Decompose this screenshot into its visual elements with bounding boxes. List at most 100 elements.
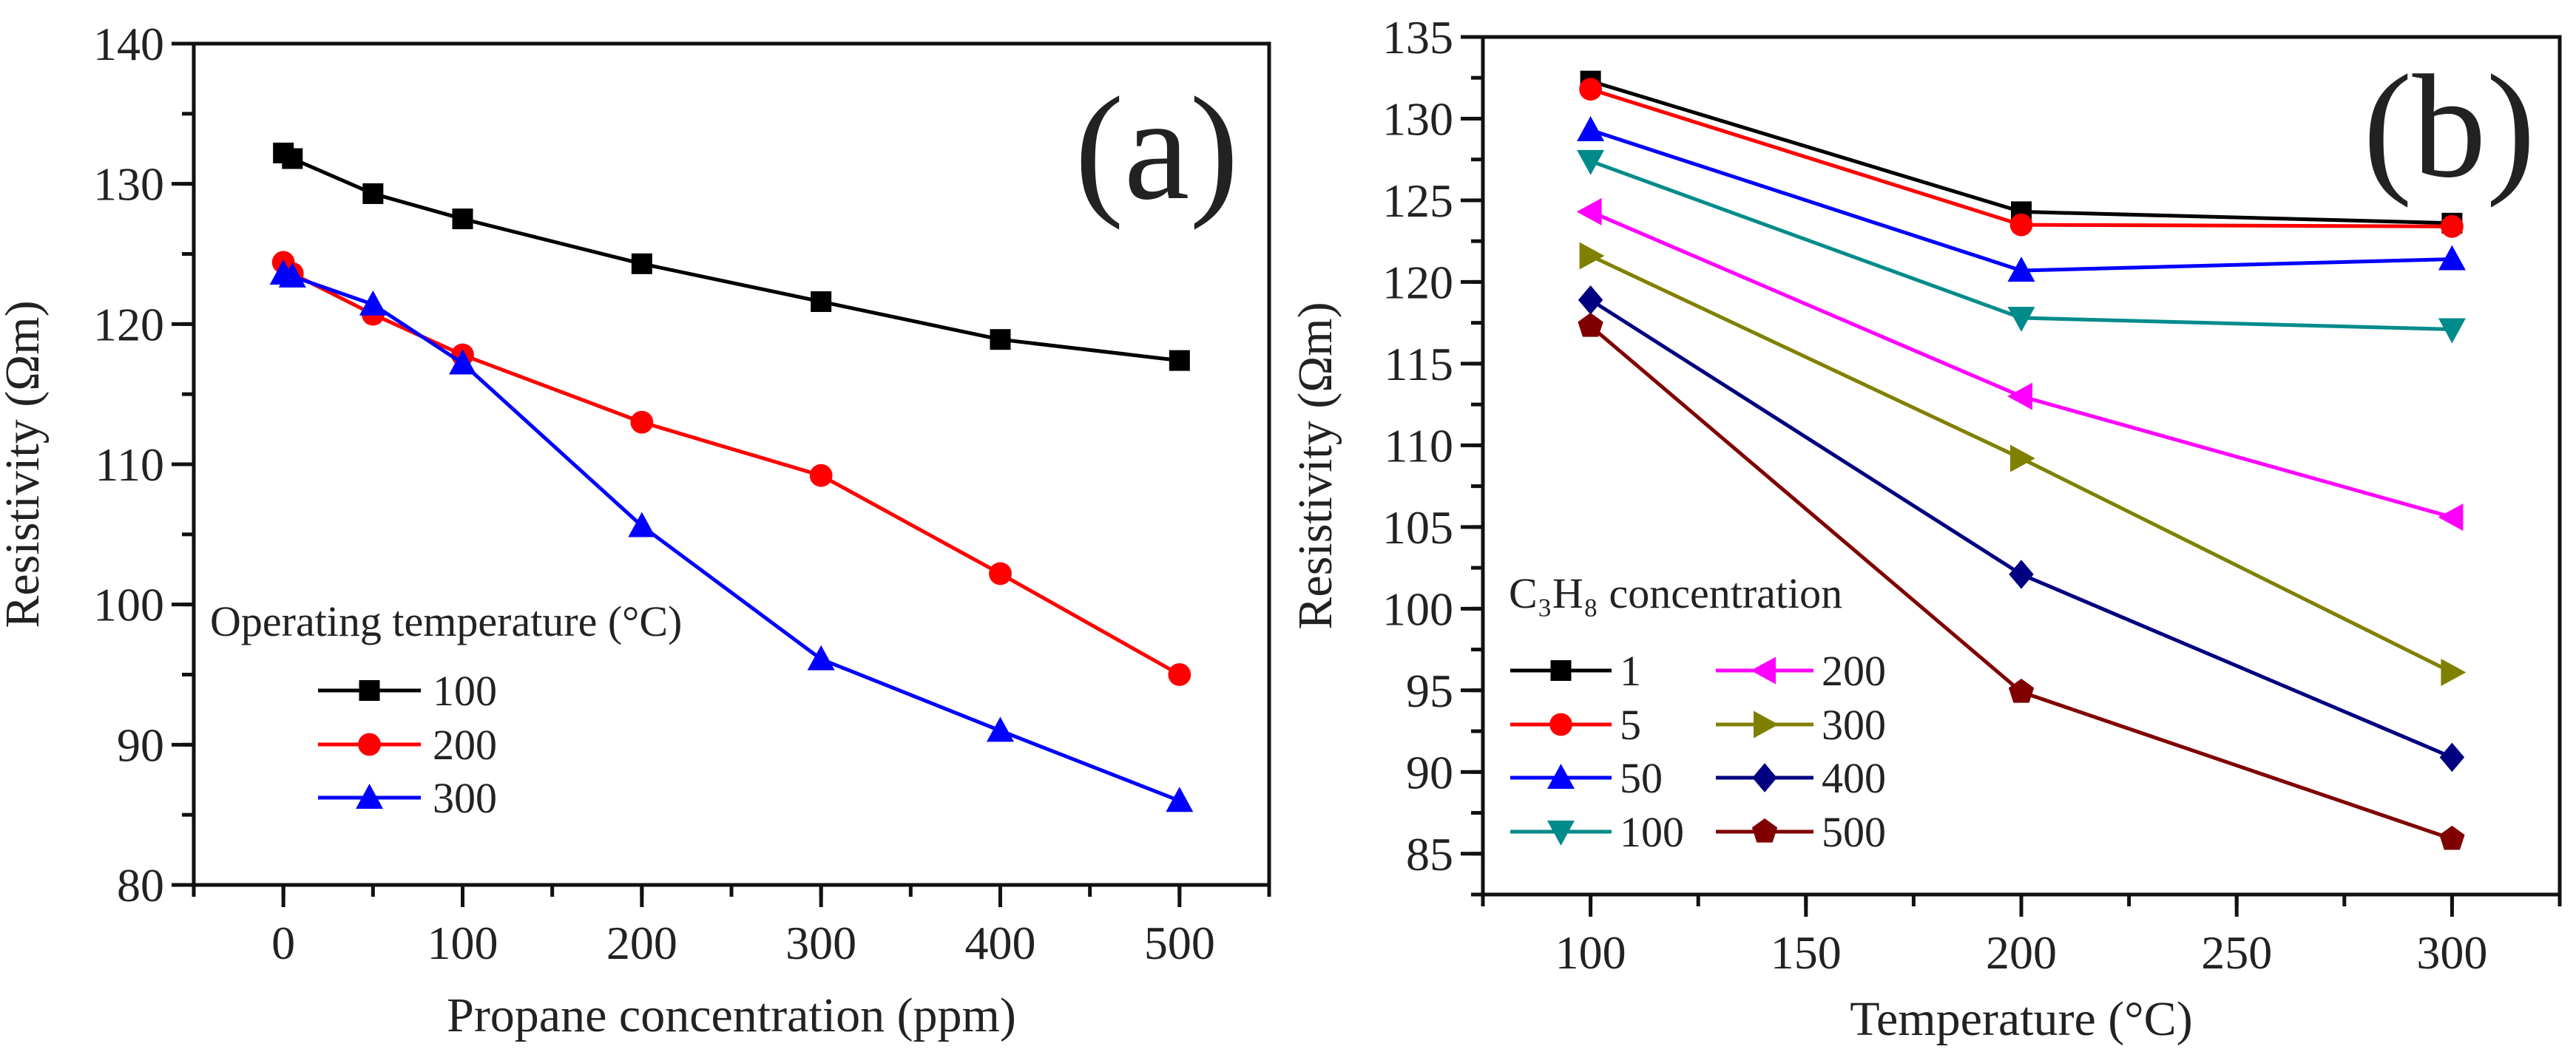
data-point: [1578, 313, 1603, 337]
legend-marker: [1754, 710, 1779, 739]
data-point: [2441, 659, 2467, 686]
x-tick-label: 400: [965, 917, 1036, 969]
x-tick-label: 100: [1555, 926, 1626, 979]
x-tick-label: 200: [606, 917, 677, 969]
legend-marker: [1751, 656, 1776, 685]
data-point: [2439, 742, 2465, 773]
legend-label: 5: [1620, 701, 1641, 749]
data-point: [1166, 787, 1194, 812]
legend-item: 200: [318, 721, 497, 769]
data-point: [809, 464, 833, 487]
legend-item: 100: [318, 667, 497, 715]
series-5: [1579, 78, 2464, 238]
series-200: [1576, 197, 2464, 532]
data-point: [631, 253, 652, 274]
series-line: [1589, 128, 2452, 273]
data-point: [2007, 382, 2032, 410]
y-tick-label: 135: [1382, 11, 1453, 64]
x-tick-label: 0: [271, 917, 295, 969]
legend-label: 100: [433, 667, 497, 715]
legend-label: 300: [433, 774, 497, 822]
data-point: [807, 645, 835, 671]
y-tick-label: 120: [93, 298, 164, 350]
x-axis-title: Temperature (°C): [1850, 992, 2192, 1046]
x-tick-label: 500: [1144, 917, 1215, 969]
data-point: [990, 329, 1011, 350]
y-tick-label: 130: [1382, 92, 1453, 145]
legend-item: 100: [1510, 808, 1684, 856]
legend-marker: [1550, 660, 1572, 681]
series-1: [1580, 70, 2463, 234]
legend-marker: [356, 784, 383, 809]
data-point: [2010, 444, 2035, 472]
y-axis-title: Resistivity (Ωm): [1288, 302, 1342, 629]
chart-panel-a: 0 100 200 300 400 500 80 90 100 110 120 130 140 Propa…: [0, 18, 1271, 1042]
data-point: [630, 410, 654, 434]
legend-title: Operating temperature (°C): [210, 597, 682, 645]
legend-item: 300: [318, 774, 497, 822]
data-point: [1579, 78, 1603, 101]
data-point: [628, 512, 656, 537]
data-point: [449, 349, 476, 375]
y-tick-label: 130: [93, 158, 164, 211]
x-tick-label: 300: [2416, 926, 2487, 979]
legend-marker: [1751, 818, 1778, 843]
x-tick-label: 200: [1986, 926, 2057, 979]
y-tick-label: 125: [1382, 174, 1453, 227]
y-tick-label: 115: [1384, 338, 1453, 390]
legend-label: 1: [1620, 647, 1641, 695]
data-point: [2438, 503, 2464, 532]
series-100: [273, 142, 1190, 371]
data-point: [989, 562, 1012, 586]
legend-marker: [1547, 764, 1575, 789]
data-point: [452, 208, 473, 230]
data-point: [811, 291, 832, 312]
y-tick-label: 110: [1384, 419, 1453, 472]
legend-item: 1: [1510, 647, 1641, 695]
data-point: [1577, 116, 1605, 141]
data-point: [2009, 560, 2034, 589]
x-tick-label: 300: [785, 917, 856, 969]
legend-item: 400: [1716, 754, 1886, 802]
legend-item: 5: [1510, 701, 1641, 749]
legend-label: 500: [1822, 808, 1886, 856]
legend-item: 500: [1716, 808, 1886, 856]
legend-marker: [1752, 763, 1777, 793]
x-tick-label: 100: [427, 917, 498, 969]
data-point: [1169, 350, 1190, 371]
data-point: [1579, 242, 1605, 270]
data-point: [2007, 257, 2035, 282]
series-500: [1578, 313, 2465, 850]
legend-label: 300: [1822, 701, 1886, 749]
legend-marker: [359, 680, 380, 701]
data-point: [1576, 197, 1602, 225]
data-point: [278, 262, 306, 288]
y-tick-label: 90: [1406, 746, 1453, 798]
data-point: [2438, 318, 2466, 344]
x-axis-title: Propane concentration (ppm): [447, 988, 1016, 1042]
legend-label: 200: [433, 721, 497, 769]
legend-marker: [1549, 713, 1572, 736]
data-point: [2439, 825, 2465, 850]
series-100: [1577, 149, 2466, 344]
panel-label: (b): [2363, 45, 2535, 208]
legend-marker: [1547, 821, 1575, 846]
y-tick-label: 140: [93, 18, 164, 70]
data-point: [2008, 678, 2035, 703]
legend-item: 50: [1510, 754, 1663, 802]
chart-panel-b: 100 150 200 250 3008590951001051101151201251…: [1288, 11, 2562, 1046]
data-point: [2009, 213, 2033, 237]
data-point: [2438, 245, 2466, 271]
data-point: [987, 716, 1014, 742]
y-tick-label: 120: [1382, 256, 1453, 308]
y-tick-label: 105: [1382, 501, 1453, 554]
series-300: [1579, 242, 2467, 686]
data-point: [2007, 307, 2035, 332]
y-tick-label: 100: [1382, 583, 1453, 635]
series-line: [282, 151, 1180, 363]
legend-label: 400: [1822, 754, 1886, 802]
legend-title: C₃H₈ concentration: [1509, 569, 1842, 617]
y-axis-title: Resistivity (Ωm): [0, 300, 50, 628]
y-tick-label: 90: [117, 719, 164, 771]
